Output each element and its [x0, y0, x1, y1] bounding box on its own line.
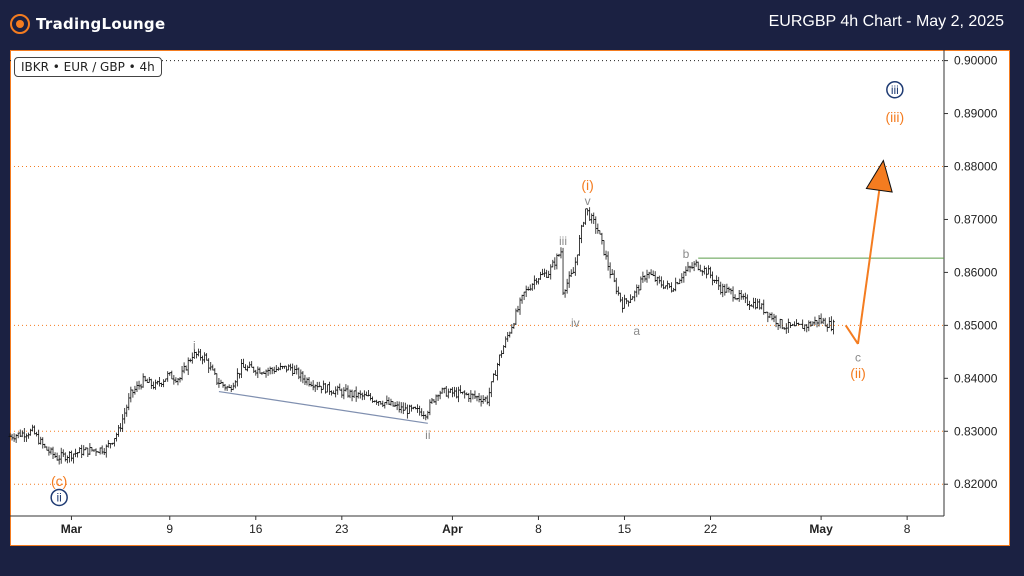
x-tick-label: Mar — [61, 522, 83, 536]
chart-title: EURGBP 4h Chart - May 2, 2025 — [768, 13, 1004, 30]
y-tick-label: 0.89000 — [954, 107, 998, 121]
wave-label: ii — [425, 428, 430, 442]
symbol-badge: IBKR • EUR / GBP • 4h — [14, 57, 162, 77]
y-tick-label: 0.84000 — [954, 371, 998, 385]
wave-label: v — [585, 194, 591, 208]
wave-label-circle — [50, 488, 68, 507]
y-tick-label: 0.85000 — [954, 318, 998, 332]
x-tick-label: 22 — [704, 522, 718, 536]
brand-logo: TradingLounge — [10, 12, 165, 36]
wave-label: a — [633, 324, 640, 338]
wave-label: (ii) — [850, 365, 866, 381]
x-tick-label: May — [809, 522, 833, 536]
plot-frame — [10, 50, 1010, 546]
wave-label: c — [855, 350, 861, 364]
wave-label: (i) — [581, 177, 593, 193]
wave-label: ii — [56, 491, 61, 505]
wave-label: i — [193, 339, 196, 353]
wave-label-circle — [886, 80, 904, 99]
y-tick-label: 0.83000 — [954, 424, 998, 438]
projection-arrowhead — [865, 159, 893, 193]
y-tick-label: 0.88000 — [954, 160, 998, 174]
x-tick-label: 8 — [904, 522, 911, 536]
wave-label: iv — [571, 316, 580, 330]
x-tick-label: 15 — [618, 522, 632, 536]
y-tick-label: 0.90000 — [954, 54, 998, 68]
y-tick-label: 0.87000 — [954, 212, 998, 226]
x-tick-label: Apr — [442, 522, 463, 536]
trend-line — [218, 390, 428, 424]
x-tick-label: 9 — [166, 522, 173, 536]
wave-label: b — [683, 247, 690, 261]
x-tick-label: 16 — [249, 522, 263, 536]
logo-text: TradingLounge — [36, 15, 166, 33]
wave-label: iii — [559, 234, 567, 248]
projection-segment — [856, 166, 884, 345]
x-tick-label: 8 — [535, 522, 542, 536]
y-tick-label: 0.86000 — [954, 265, 998, 279]
projection-segment — [844, 324, 859, 345]
x-tick-label: 23 — [335, 522, 349, 536]
y-tick-label: 0.82000 — [954, 477, 998, 491]
logo-icon — [10, 14, 30, 34]
chart-header: TradingLounge EURGBP 4h Chart - May 2, 2… — [0, 0, 1024, 48]
wave-label: iii — [891, 83, 899, 97]
wave-label: (c) — [51, 473, 67, 489]
wave-label: (iii) — [886, 109, 905, 125]
